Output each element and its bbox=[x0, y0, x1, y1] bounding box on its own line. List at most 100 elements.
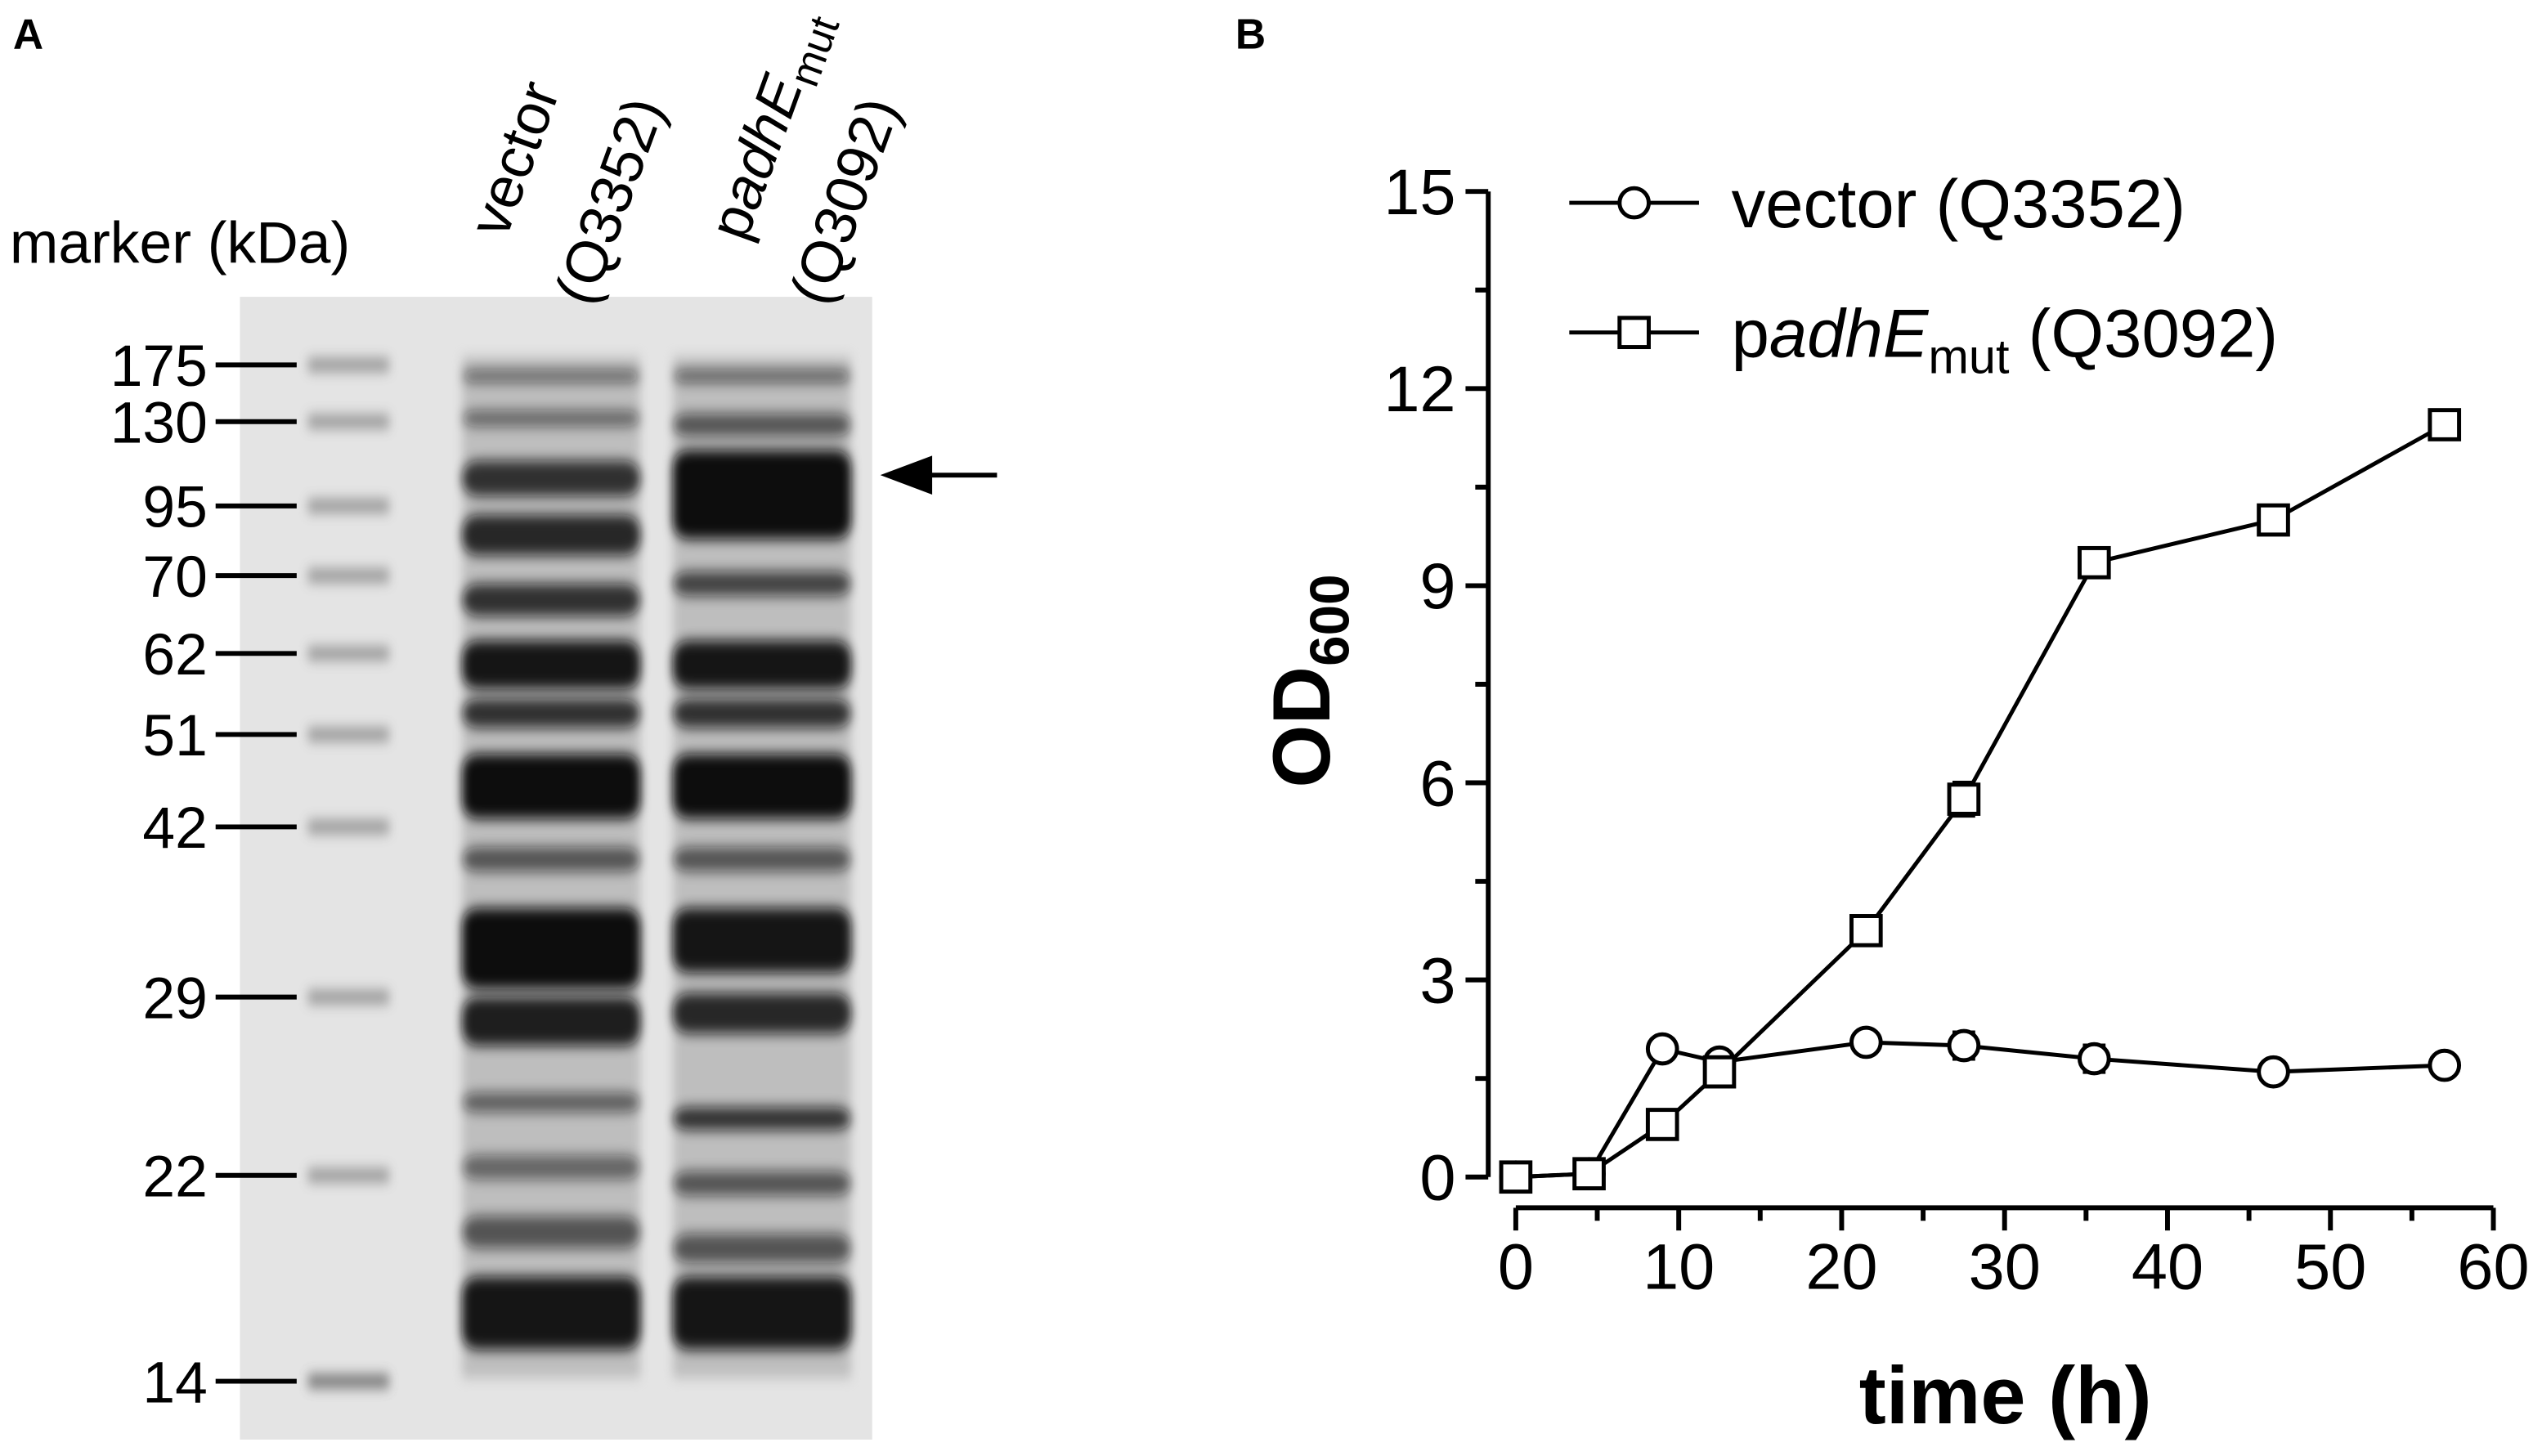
data-point bbox=[1849, 914, 1883, 948]
protein-band bbox=[462, 997, 641, 1046]
data-point bbox=[2257, 1055, 2290, 1089]
protein-band bbox=[672, 847, 851, 871]
panel-label: B bbox=[1235, 11, 1266, 58]
data-point bbox=[2428, 408, 2462, 441]
text-part: vector bbox=[456, 73, 572, 244]
marker-label: 14 bbox=[142, 1350, 207, 1415]
protein-band bbox=[672, 1107, 851, 1131]
protein-band bbox=[462, 754, 641, 819]
legend-marker bbox=[1617, 186, 1651, 220]
marker-label: 42 bbox=[142, 795, 207, 861]
gel-arrow bbox=[880, 455, 998, 495]
marker-label: 22 bbox=[142, 1145, 207, 1210]
x-tick-label: 20 bbox=[1805, 1230, 1877, 1303]
protein-band bbox=[462, 460, 641, 496]
data-point bbox=[2428, 1048, 2462, 1082]
marker-label: 29 bbox=[142, 965, 207, 1031]
x-tick-label: 40 bbox=[2132, 1230, 2204, 1303]
protein-band bbox=[672, 907, 851, 973]
data-point bbox=[1645, 1108, 1679, 1141]
protein-band bbox=[672, 450, 851, 540]
marker-band bbox=[307, 1374, 389, 1388]
legend-label: padhEmut (Q3092) bbox=[1732, 295, 2279, 383]
data-point bbox=[2077, 1042, 2111, 1076]
marker-title: marker (kDa) bbox=[10, 210, 350, 276]
data-point bbox=[1645, 1032, 1679, 1066]
protein-band bbox=[462, 1216, 641, 1248]
legend-marker bbox=[1617, 316, 1651, 350]
x-tick-label: 60 bbox=[2457, 1230, 2529, 1303]
protein-band bbox=[672, 1276, 851, 1350]
x-tick-label: 50 bbox=[2294, 1230, 2366, 1303]
data-point bbox=[1947, 1028, 1981, 1063]
text-part: adhE bbox=[708, 66, 817, 217]
marker-label: 62 bbox=[142, 622, 207, 688]
protein-band bbox=[462, 1276, 641, 1350]
protein-band bbox=[672, 698, 851, 728]
protein-band bbox=[672, 754, 851, 819]
data-point bbox=[1572, 1157, 1606, 1191]
protein-band bbox=[462, 640, 641, 689]
marker-band bbox=[307, 1168, 389, 1182]
marker-label: 95 bbox=[142, 475, 207, 540]
y-tick-label: 3 bbox=[1419, 943, 1455, 1016]
protein-band bbox=[672, 992, 851, 1034]
x-tick-label: 0 bbox=[1498, 1230, 1534, 1303]
panel-label: A bbox=[13, 11, 43, 58]
marker-band bbox=[307, 647, 389, 661]
protein-band bbox=[672, 413, 851, 437]
protein-band bbox=[462, 370, 641, 383]
x-tick-label: 30 bbox=[1969, 1230, 2041, 1303]
data-point bbox=[1702, 1055, 1737, 1089]
marker-band bbox=[307, 414, 389, 428]
y-axis-label: OD600 bbox=[1257, 574, 1361, 787]
y-tick-label: 12 bbox=[1383, 352, 1455, 425]
protein-band bbox=[672, 640, 851, 689]
y-tick-label: 0 bbox=[1419, 1140, 1455, 1213]
protein-band bbox=[462, 1092, 641, 1113]
data-point bbox=[2077, 545, 2111, 580]
marker-label: 130 bbox=[110, 391, 208, 456]
marker-band bbox=[307, 728, 389, 741]
x-tick-label: 10 bbox=[1643, 1230, 1715, 1303]
legend-label: vector (Q3352) bbox=[1732, 166, 2186, 242]
marker-band bbox=[307, 990, 389, 1004]
text-part: vector (Q3352) bbox=[1732, 166, 2186, 242]
marker-band bbox=[307, 499, 389, 513]
protein-band bbox=[462, 1154, 641, 1180]
text-part: (Q3352) bbox=[543, 89, 678, 312]
text-part: p bbox=[1732, 295, 1769, 371]
data-point bbox=[1849, 1025, 1883, 1060]
y-tick-label: 15 bbox=[1383, 155, 1455, 228]
marker-label: 70 bbox=[142, 544, 207, 610]
protein-band bbox=[462, 698, 641, 728]
lane-label: vector bbox=[456, 73, 572, 244]
text-part: adhE bbox=[1769, 295, 1930, 371]
y-tick-label: 6 bbox=[1419, 746, 1455, 819]
gel-bands bbox=[307, 356, 851, 1388]
marker-band bbox=[307, 569, 389, 583]
protein-band bbox=[462, 847, 641, 871]
protein-band bbox=[462, 410, 641, 427]
text-part: mut bbox=[1928, 329, 2010, 383]
marker-band bbox=[307, 820, 389, 834]
protein-band bbox=[672, 1171, 851, 1196]
protein-band bbox=[672, 571, 851, 596]
text-part: OD bbox=[1257, 666, 1347, 788]
protein-band bbox=[462, 514, 641, 556]
x-axis-label: time (h) bbox=[1859, 1351, 2152, 1441]
y-tick-label: 9 bbox=[1419, 549, 1455, 622]
marker-band bbox=[307, 358, 389, 372]
protein-band bbox=[462, 907, 641, 989]
data-point bbox=[1499, 1160, 1533, 1194]
text-part: 600 bbox=[1300, 574, 1361, 665]
data-point bbox=[2257, 503, 2290, 537]
protein-band bbox=[672, 1234, 851, 1263]
data-point bbox=[1947, 782, 1981, 816]
lane-label: (Q3352) bbox=[543, 89, 678, 312]
protein-band bbox=[462, 584, 641, 616]
marker-label: 175 bbox=[110, 334, 208, 399]
protein-band bbox=[672, 370, 851, 383]
marker-label: 51 bbox=[142, 703, 207, 768]
